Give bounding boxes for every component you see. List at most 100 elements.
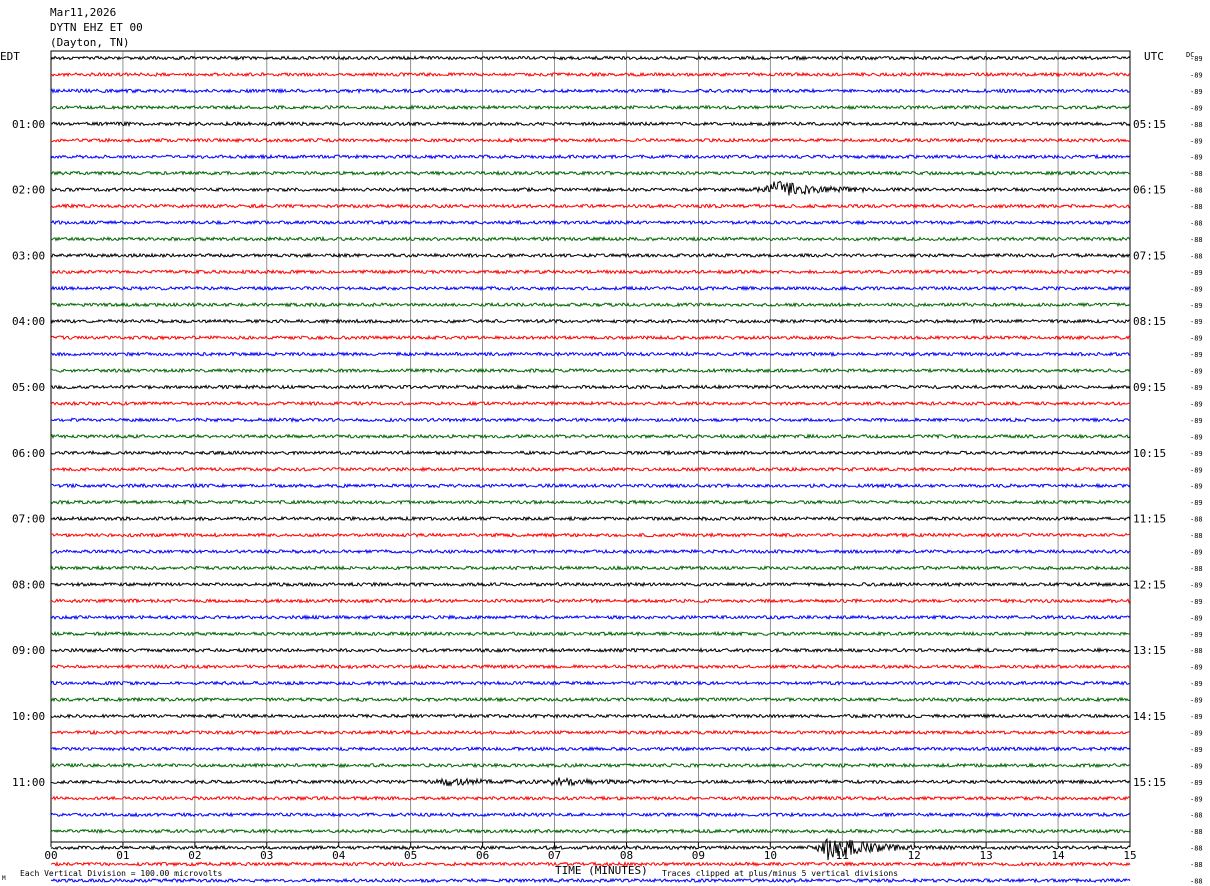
right-hour-label: 06:15 [1133, 184, 1166, 197]
dc-offset-label: -89 [1190, 795, 1203, 803]
dc-offset-label: -88 [1190, 828, 1203, 836]
seismic-trace [50, 235, 1131, 242]
x-tick-label: 03 [260, 849, 273, 862]
right-hour-label: 13:15 [1133, 644, 1166, 657]
right-hour-label: 07:15 [1133, 249, 1166, 262]
left-hour-label: 02:00 [12, 184, 45, 197]
dc-label: DC [1186, 51, 1194, 59]
seismic-trace [50, 334, 1131, 341]
dc-offset-label: -88 [1190, 236, 1203, 244]
left-hour-label: 06:00 [12, 447, 45, 460]
dc-offset-label: -89 [1190, 71, 1203, 79]
left-hour-label: 03:00 [12, 249, 45, 262]
dc-offset-label: -88 [1190, 516, 1203, 524]
right-hour-label: 14:15 [1133, 710, 1166, 723]
seismic-trace [50, 252, 1131, 259]
dc-offset-label: -89 [1190, 269, 1203, 277]
dc-offset-label: -88 [1190, 812, 1203, 820]
x-tick-label: 02 [188, 849, 201, 862]
x-tick-label: 12 [908, 849, 921, 862]
dc-offset-label: -89 [1190, 483, 1203, 491]
dc-offset-label: -89 [1190, 55, 1203, 63]
seismic-trace [50, 301, 1131, 308]
seismic-trace [50, 663, 1131, 670]
seismic-trace [50, 466, 1131, 473]
dc-offset-label: -89 [1190, 631, 1203, 639]
seismic-trace [50, 180, 1131, 196]
seismic-trace [50, 416, 1131, 423]
left-hour-label: 09:00 [12, 644, 45, 657]
dc-offset-label: -89 [1190, 154, 1203, 162]
seismic-trace [51, 777, 1131, 787]
right-hour-labels: 05:15 06:15 07:15 08:15 09:15 10:15 11:15 12:15… [1133, 118, 1166, 789]
seismic-trace [50, 449, 1131, 457]
x-axis-label: TIME (MINUTES) [555, 864, 648, 877]
seismic-trace [50, 860, 1131, 868]
x-tick-label: 10 [764, 849, 777, 862]
dc-offset-label: -89 [1190, 614, 1203, 622]
dc-offset-label: -89 [1190, 384, 1203, 392]
date-label: Mar11,2026 [50, 6, 116, 19]
dc-offset-label: -89 [1190, 433, 1203, 441]
seismic-trace [50, 499, 1131, 506]
x-tick-label: 01 [116, 849, 129, 862]
dc-offset-label: -89 [1190, 713, 1203, 721]
right-hour-label: 12:15 [1133, 578, 1166, 591]
seismic-trace [50, 614, 1131, 621]
x-axis-ticks: 00 01 02 03 04 05 06 07 08 09 10 11 12 13 14 15 [44, 842, 1137, 862]
seismic-trace [50, 597, 1131, 604]
seismic-trace [50, 120, 1131, 127]
seismic-trace [50, 104, 1131, 111]
right-timezone-label: UTC [1144, 50, 1164, 63]
seismic-trace [50, 696, 1131, 703]
seismic-trace [50, 548, 1131, 555]
seismic-trace [50, 268, 1131, 275]
trace-group [50, 54, 1131, 884]
seismic-trace [50, 400, 1131, 407]
x-tick-label: 07 [548, 849, 561, 862]
left-hour-label: 08:00 [12, 578, 45, 591]
seismic-trace [50, 581, 1131, 588]
seismic-trace [50, 680, 1131, 687]
seismic-trace [50, 729, 1131, 736]
dc-offset-label: -89 [1190, 549, 1203, 557]
seismic-trace [50, 482, 1131, 489]
dc-offset-label: -88 [1190, 203, 1203, 211]
dc-offset-label: -89 [1190, 400, 1203, 408]
dc-offset-label: -88 [1190, 121, 1203, 129]
seismic-trace [50, 71, 1131, 78]
seismic-trace [50, 137, 1131, 144]
dc-offset-label: -89 [1190, 88, 1203, 96]
dc-offset-label: -88 [1190, 187, 1203, 195]
dc-offset-label: -88 [1190, 861, 1203, 869]
right-hour-label: 09:15 [1133, 381, 1166, 394]
x-tick-label: 13 [980, 849, 993, 862]
dc-offset-label: -89 [1190, 450, 1203, 458]
x-tick-label: 11 [836, 849, 849, 862]
seismic-trace [50, 219, 1131, 226]
dc-offset-label: -89 [1190, 697, 1203, 705]
seismic-trace [50, 828, 1131, 835]
x-tick-label: 04 [332, 849, 346, 862]
dc-offset-label: -89 [1190, 664, 1203, 672]
dc-offset-label: -88 [1190, 532, 1203, 540]
dc-offset-label: -89 [1190, 466, 1203, 474]
corner-mark: M [2, 875, 6, 882]
dc-offset-label: -88 [1190, 878, 1203, 886]
dc-offset-label: -88 [1190, 220, 1203, 228]
seismic-trace [50, 54, 1131, 62]
seismic-trace [50, 367, 1131, 374]
dc-offset-label: -88 [1190, 647, 1203, 655]
seismic-trace [50, 838, 1131, 861]
seismic-trace [50, 745, 1131, 752]
right-hour-label: 08:15 [1133, 315, 1166, 328]
dc-offset-label: -88 [1190, 565, 1203, 573]
seismic-trace [50, 630, 1131, 637]
left-timezone-label: EDT [0, 50, 20, 63]
seismic-trace [50, 202, 1131, 210]
dc-offset-label: -89 [1190, 499, 1203, 507]
scale-note: Each Vertical Division = 100.00 microvol… [20, 869, 222, 878]
seismic-trace [50, 762, 1131, 769]
dc-offset-label: -89 [1190, 335, 1203, 343]
